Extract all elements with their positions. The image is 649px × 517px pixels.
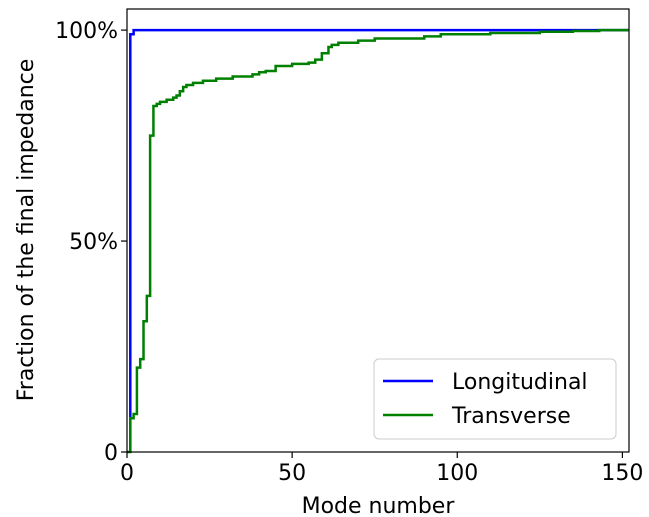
y-axis-label: Fraction of the final impedance xyxy=(14,59,39,402)
y-tick-label: 50% xyxy=(69,230,118,255)
series-line-transverse xyxy=(127,28,629,454)
legend-label-longitudinal: Longitudinal xyxy=(452,370,588,395)
legend: Longitudinal Transverse xyxy=(373,358,617,440)
y-tick-label: 100% xyxy=(55,19,118,44)
x-axis: 0 50 100 150 xyxy=(120,452,643,486)
series-line-longitudinal xyxy=(129,28,629,452)
y-axis: 0 50% 100% xyxy=(55,19,127,466)
x-tick-label: 0 xyxy=(120,461,134,486)
plot-frame xyxy=(126,8,630,453)
x-axis-label: Mode number xyxy=(302,494,456,517)
x-tick-label: 150 xyxy=(601,461,643,486)
plot-lines xyxy=(127,28,629,454)
y-tick-label: 0 xyxy=(104,441,118,466)
x-tick-label: 50 xyxy=(278,461,306,486)
legend-label-transverse: Transverse xyxy=(451,404,571,429)
legend-box xyxy=(373,358,617,440)
x-tick-label: 100 xyxy=(436,461,478,486)
